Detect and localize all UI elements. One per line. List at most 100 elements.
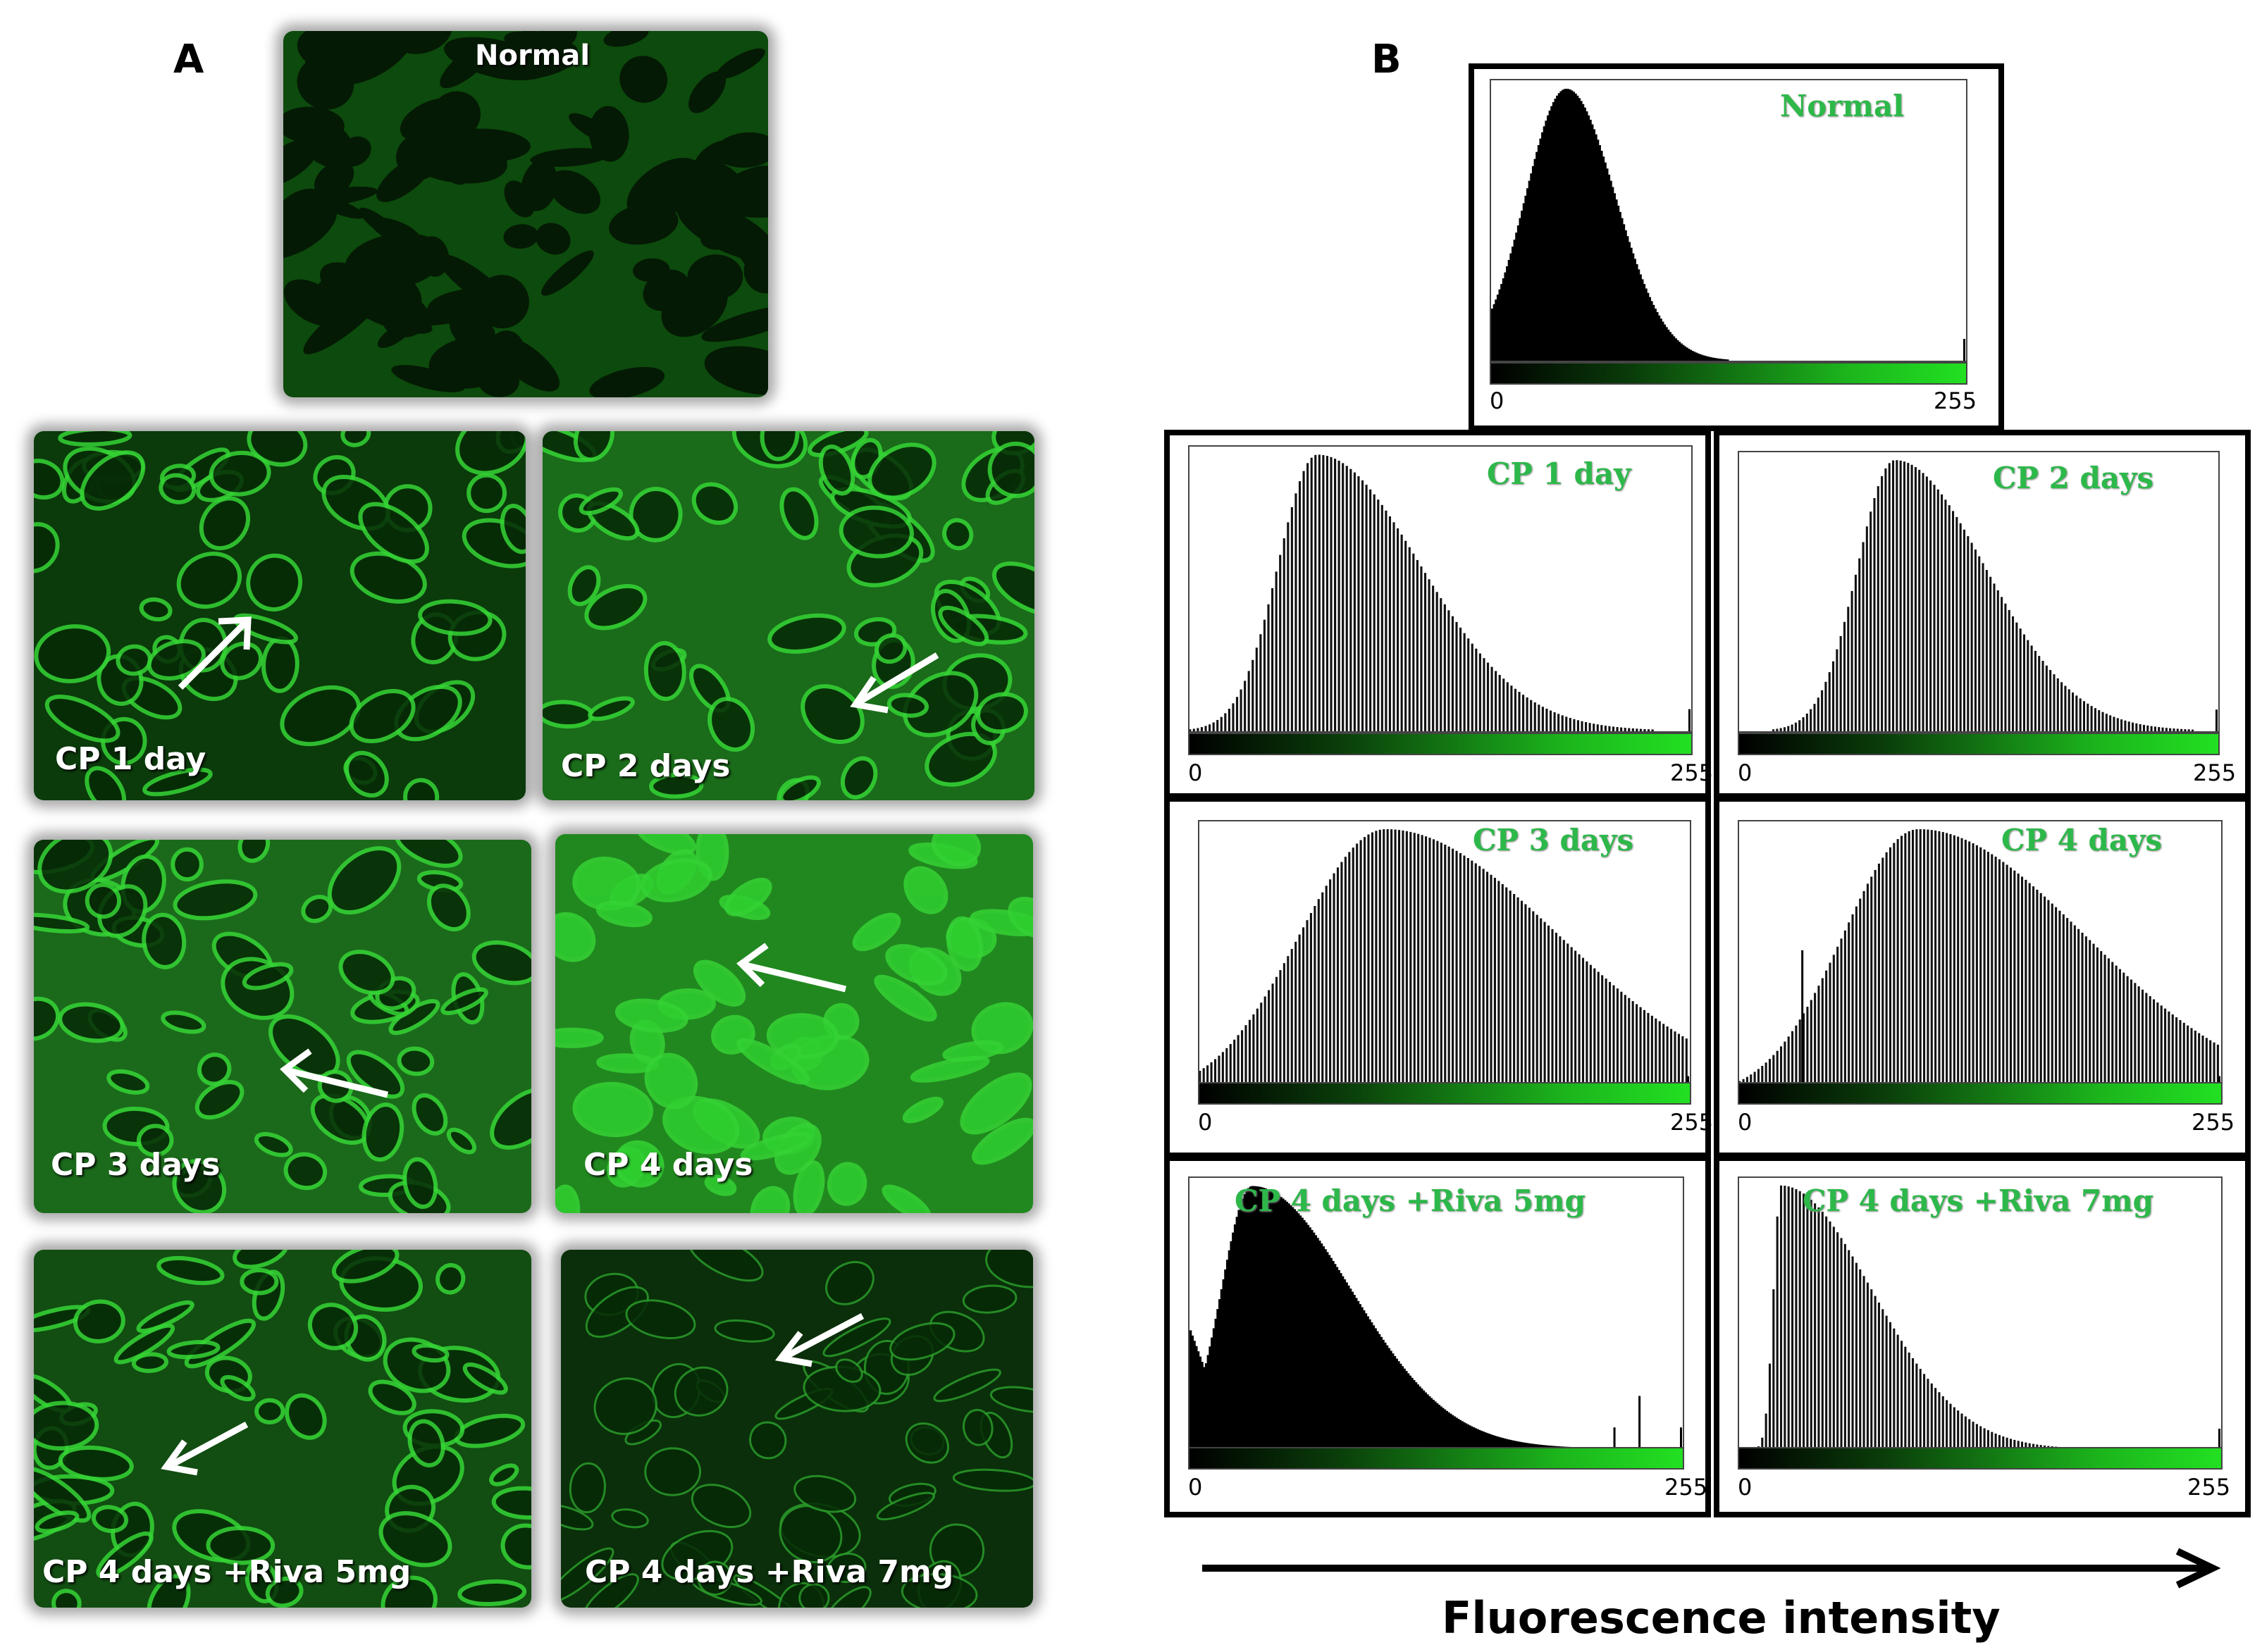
histogram-bin [1490,874,1492,1098]
histogram-bin [1641,279,1644,361]
histogram-bin [1283,538,1285,731]
tubule-shape [840,756,878,800]
histogram-bin [1524,1443,1528,1448]
tubule-shape [579,487,623,516]
histogram-bin [2030,645,2033,731]
tick-min: 0 [1198,1109,1213,1136]
histogram-bin [1189,1330,1192,1448]
tubule-shape [34,912,90,933]
histogram-bin [2084,936,2087,1098]
histogram-bin [1813,704,1816,731]
histogram-bin [1459,853,1462,1098]
histogram-bin [1605,979,1607,1098]
histogram-bin [1384,1342,1387,1448]
histogram-bin [1320,1243,1323,1448]
tubule-shape [285,1393,327,1440]
histogram-bin [1297,1213,1300,1448]
histogram-bin [1459,1420,1462,1448]
histogram-bin [2192,729,2194,731]
histogram-bin [1424,1392,1427,1448]
tubule-shape [561,1504,594,1531]
arrow-icon [161,1422,249,1476]
tubule-shape [428,337,512,389]
tubule-shape [283,188,325,238]
histogram-bin [1249,1186,1252,1448]
tubule-shape [793,1474,857,1513]
histogram-bin [1400,534,1403,731]
histogram-bin [1256,1186,1260,1448]
histogram-bin [1817,697,1819,731]
histogram-plot [1738,451,2220,733]
histogram-bin [1686,347,1688,361]
histogram-bin [1533,702,1536,731]
histogram-bin [1968,841,1971,1098]
tubule-shape [593,1377,657,1435]
histogram-bars [1189,1186,1682,1448]
tubule-shape [307,1303,359,1350]
histogram-bin [1726,359,1729,361]
tubule-shape [142,767,213,797]
tubule-shape [963,1408,994,1446]
histogram-bin [1591,124,1594,361]
histogram-bin [1843,1243,1846,1450]
histogram-bin [1261,1187,1263,1448]
micrograph-cp-4-days: CP 4 days [555,834,1033,1213]
tubule-shape [910,1055,990,1083]
histogram-bin [2105,714,2108,731]
histogram-bin [1972,843,1974,1098]
histogram-bin [1455,850,1458,1098]
histogram-bin [1877,486,1879,731]
histogram-bin [1526,697,1528,731]
histogram-bin [1494,1435,1497,1448]
histogram-bin [1848,1250,1850,1450]
histogram-bin [1713,358,1717,361]
histogram-bin [1266,1189,1269,1448]
histogram-box-cp-4-days-riva-7mg: 0 255 CP 4 days +Riva 7mg [1714,1155,2251,1517]
tubule-shape [368,1379,416,1415]
histogram-bin [1251,1186,1254,1448]
histogram-bin [1593,968,1596,1098]
fluorescence-arrow [1202,1548,2221,1589]
tubule-shape [471,940,531,986]
histogram-bin [1295,1211,1298,1448]
tubule-shape [583,1573,639,1608]
histogram-bin [2025,1442,2027,1450]
histogram-bin [1896,460,1898,731]
histogram-bin [1228,709,1230,731]
tubule-shape [867,442,937,500]
tubule-shape [733,1575,802,1608]
histogram-bin [1526,188,1529,361]
histogram-bin [2213,1042,2215,1098]
tubule-shape [662,1095,740,1155]
histogram-bin [2134,983,2137,1098]
histogram-bin [1434,1401,1437,1448]
tubule-shape [825,1260,874,1305]
arrow-icon [280,1048,389,1098]
histogram-bin [1616,727,1619,731]
histogram-bin [1240,689,1242,731]
histogram-bin [1474,1428,1478,1448]
histogram-bin [1554,99,1557,361]
histogram-saturation-bin [2218,1429,2220,1450]
tubule-shape [381,1575,438,1608]
histogram-bin [1593,129,1596,361]
histogram-bin [1461,1421,1464,1448]
histogram-bin [1235,1217,1238,1448]
tubule-shape [611,1508,649,1529]
histogram-bin [1201,1362,1204,1448]
histogram-bin [1486,1433,1489,1448]
histogram-bin [2096,947,2099,1098]
histogram-bin [1829,1221,1831,1450]
histogram-bin [1450,1413,1452,1448]
histogram-bin [2135,723,2138,731]
histogram-bin [1784,1041,1786,1098]
histogram-bin [1498,675,1501,731]
histogram-bin [1380,504,1383,731]
histogram-bin [1342,1276,1345,1448]
histogram-bin [1851,914,1854,1098]
tubule-shape [136,1300,194,1334]
histogram-bin [1475,648,1478,731]
histogram-bin [1259,634,1262,731]
micrograph-image [34,1250,531,1608]
histogram-bars [1199,828,1689,1098]
